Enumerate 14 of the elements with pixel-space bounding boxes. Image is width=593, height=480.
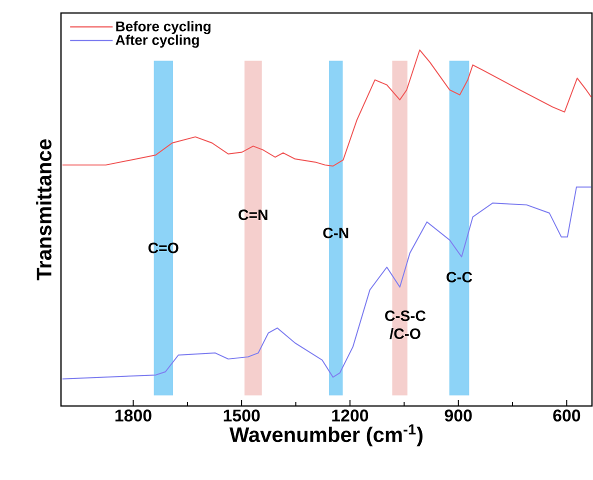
legend-label: After cycling [116,34,199,48]
x-tick-label: 600 [553,410,580,422]
band-label: C-C [446,272,472,282]
band-label: C=O [148,242,178,254]
x-tick-label: 1800 [115,410,152,422]
x-axis-title: Wavenumber (cm$^{-1}$) [229,424,422,446]
band-label: C-N [323,228,348,238]
x-tick-label: 1500 [224,410,260,422]
legend-label: Before cycling [116,21,210,34]
band-label: C-S-C /C-O [385,310,426,340]
x-tick-label: 900 [444,410,472,422]
band-label: C=N [238,210,268,220]
y-axis-title: Transmittance [36,139,52,280]
x-tick-label: 1200 [332,410,368,422]
